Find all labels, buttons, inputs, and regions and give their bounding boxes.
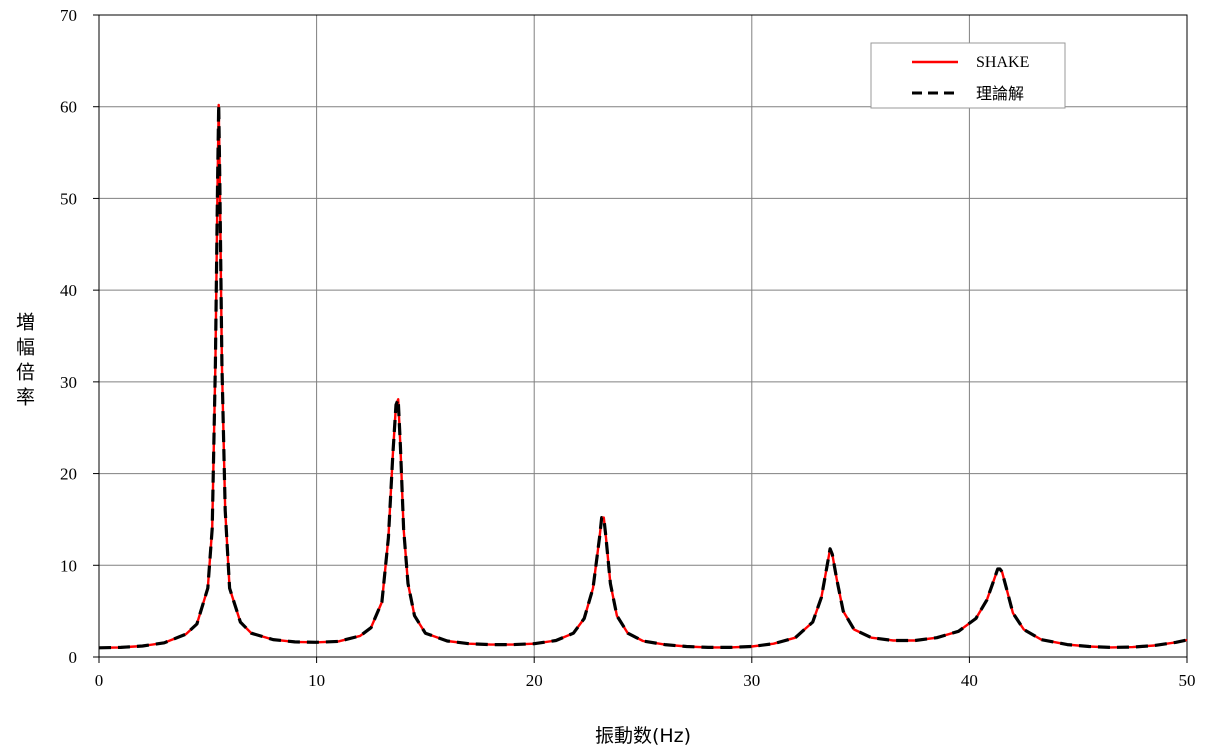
legend-box xyxy=(870,42,1066,109)
x-tick-label: 40 xyxy=(961,671,978,690)
x-tick-label: 30 xyxy=(743,671,760,690)
y-tick-label: 60 xyxy=(60,98,77,117)
legend-label-theory: 理論解 xyxy=(976,85,1024,103)
x-axis-title: 振動数(Hz) xyxy=(595,725,691,747)
y-tick-label: 20 xyxy=(60,465,77,484)
y-axis-title: 増幅倍率 xyxy=(13,312,35,412)
legend-label-shake: SHAKE xyxy=(976,54,1029,71)
series-layer xyxy=(98,103,1188,650)
x-tick-label: 0 xyxy=(95,671,104,690)
y-tick-label: 40 xyxy=(60,281,77,300)
series-line-theory xyxy=(98,103,1188,650)
x-tick-label: 10 xyxy=(308,671,325,690)
y-tick-label: 10 xyxy=(60,556,77,575)
legend: SHAKE 理論解 xyxy=(870,42,1066,109)
plot-area-frame xyxy=(98,14,1188,658)
y-tick-label: 70 xyxy=(60,6,77,25)
y-tick-label: 0 xyxy=(69,648,78,667)
y-tick-label: 30 xyxy=(60,373,77,392)
y-tick-label: 50 xyxy=(60,189,77,208)
axis-ticks: 0 10 20 30 40 50 0 10 20 30 40 50 60 70 xyxy=(60,6,1196,690)
x-tick-label: 20 xyxy=(526,671,543,690)
x-tick-label: 50 xyxy=(1179,671,1196,690)
